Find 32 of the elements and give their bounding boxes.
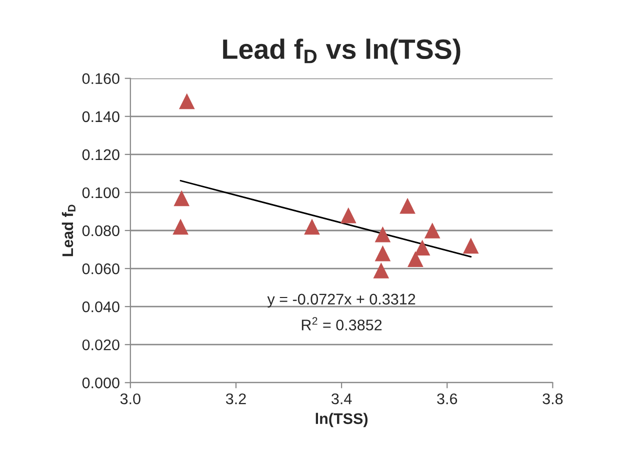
annotation: R$^{2}$ = 0.3852	[302, 317, 382, 330]
point	[424, 222, 440, 238]
point	[374, 245, 391, 262]
annotation: y = -0.0727x + 0.3312	[267, 294, 416, 308]
y-tick-label: 0.020	[82, 339, 120, 350]
y-tick-label: 0.140	[82, 111, 120, 122]
point	[174, 190, 190, 206]
point	[374, 226, 391, 242]
x-tick-label: 3.8	[542, 393, 563, 404]
y-tick-label: 0.060	[82, 263, 120, 274]
chart-title: Lead f$_{D}$ vs ln(TSS)	[223, 38, 460, 65]
point	[373, 262, 390, 278]
y-tick-label: 0.160	[82, 73, 120, 84]
y-tick-label: 0.120	[82, 149, 120, 160]
x-axis-title: ln(TSS)	[316, 412, 368, 428]
x-tick-label: 3.4	[332, 393, 352, 404]
point	[414, 240, 430, 256]
point	[340, 207, 356, 224]
y-axis-title: Lead f$_{D}$	[62, 204, 76, 256]
x-tick-label: 3.6	[437, 393, 458, 404]
y-tick-label: 0.100	[82, 187, 120, 198]
point	[400, 198, 416, 214]
point	[304, 218, 320, 235]
point	[462, 238, 479, 254]
y-tick-label: 0.000	[82, 378, 120, 388]
point	[408, 251, 424, 267]
x-tick-label: 3.2	[226, 393, 246, 404]
y-tick-label: 0.040	[82, 301, 120, 312]
y-tick-label: 0.080	[82, 225, 120, 236]
x-tick-label: 3.0	[120, 393, 140, 404]
point	[178, 93, 195, 110]
point	[172, 218, 188, 235]
